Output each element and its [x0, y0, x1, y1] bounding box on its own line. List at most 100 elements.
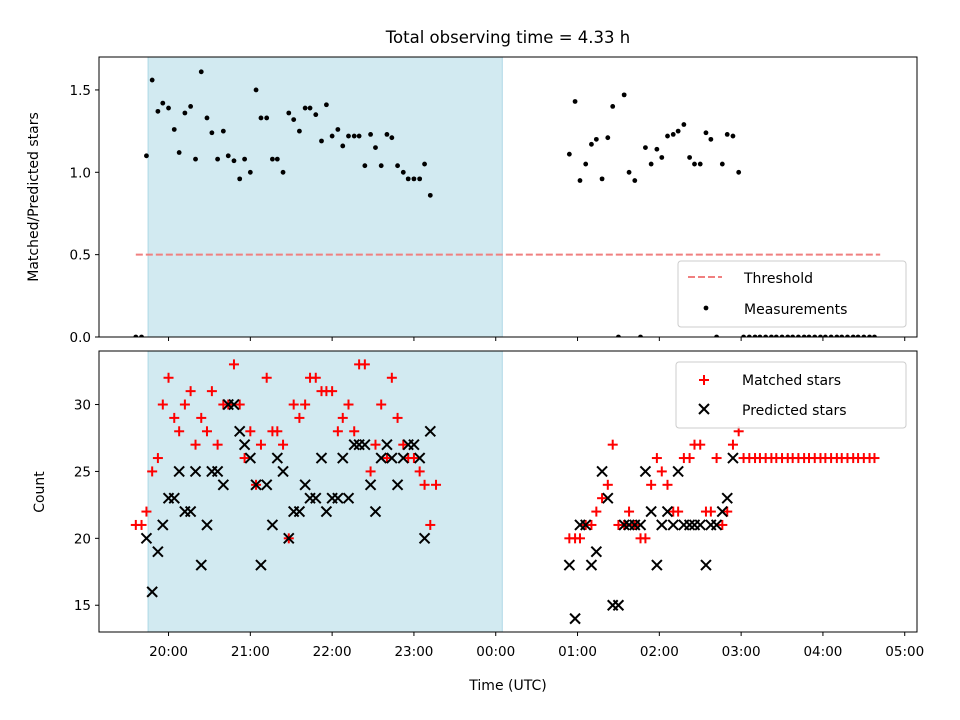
predicted-star-point — [375, 452, 387, 464]
measurement-point — [714, 334, 719, 337]
matched-star-point — [190, 439, 201, 450]
predicted-star-point — [342, 492, 355, 504]
legend-threshold-label: Threshold — [743, 271, 813, 287]
predicted-star-point — [612, 599, 625, 611]
measurement-point — [692, 161, 697, 167]
measurement-point — [422, 161, 427, 167]
predicted-star-point — [238, 438, 251, 451]
matched-star-point — [349, 426, 360, 437]
matched-star-point — [386, 372, 397, 383]
measurement-point — [768, 334, 774, 337]
predicted-star-point — [195, 559, 207, 571]
predicted-star-point — [645, 505, 657, 518]
matched-star-point — [408, 453, 419, 464]
matched-star-point — [651, 453, 662, 464]
predicted-star-point — [424, 425, 436, 437]
matched-star-point — [310, 372, 321, 383]
measurement-point — [648, 161, 654, 167]
matched-star-point — [717, 519, 728, 530]
matched-star-point — [607, 439, 618, 450]
predicted-star-point — [140, 532, 153, 545]
matched-star-point — [365, 466, 376, 477]
predicted-star-point — [672, 465, 684, 478]
predicted-star-point — [146, 586, 158, 598]
measurement-point — [139, 334, 144, 337]
matched-star-point — [288, 399, 299, 410]
measurement-point — [356, 133, 362, 139]
predicted-star-point — [250, 479, 262, 491]
predicted-star-point — [201, 519, 213, 531]
top-y-tick-label: 0.0 — [70, 330, 91, 346]
measurement-point — [253, 87, 259, 93]
measurement-point — [171, 127, 177, 132]
predicted-star-point — [569, 612, 581, 625]
x-tick-label: 05:00 — [885, 644, 924, 660]
predicted-star-point — [727, 452, 739, 464]
matched-star-point — [245, 426, 256, 437]
measurement-point — [215, 156, 221, 162]
x-tick-label: 23:00 — [394, 644, 433, 660]
measurement-point — [724, 132, 730, 137]
matched-star-point — [684, 453, 695, 464]
top-y-tick-label: 1.5 — [70, 83, 91, 99]
predicted-star-point — [283, 532, 295, 545]
measurement-point — [757, 334, 763, 337]
matched-star-point — [597, 493, 608, 504]
matched-star-point — [414, 466, 425, 477]
predicted-star-point — [651, 559, 663, 571]
x-tick-label: 01:00 — [558, 644, 597, 660]
predicted-star-point — [320, 505, 333, 518]
predicted-star-point — [211, 465, 224, 478]
measurement-point — [806, 334, 812, 337]
measurement-point — [643, 145, 648, 150]
predicted-star-point — [189, 465, 202, 478]
measurement-point — [665, 133, 670, 139]
measurement-point — [264, 115, 270, 121]
measurement-point — [313, 112, 319, 118]
measurement-point — [632, 178, 638, 183]
bottom-axes-frame — [98, 350, 918, 633]
measurement-point — [302, 105, 308, 111]
measurement-point — [577, 178, 583, 183]
measurement-point — [242, 156, 248, 162]
predicted-star-point — [634, 519, 647, 531]
predicted-star-point — [293, 505, 306, 518]
measurement-point — [670, 132, 676, 137]
predicted-star-point — [315, 452, 328, 464]
matched-star-point — [300, 399, 311, 410]
legend-measurement-swatch — [703, 305, 709, 311]
measurement-point — [220, 128, 226, 134]
predicted-star-point — [157, 519, 169, 531]
measurement-point — [697, 161, 703, 167]
matched-star-point — [574, 533, 585, 544]
matched-star-point — [152, 453, 163, 464]
measurement-point — [583, 161, 589, 167]
measurement-point — [182, 110, 188, 116]
measurement-point — [144, 153, 149, 159]
legend-predicted-label: Predicted stars — [742, 403, 847, 419]
measurement-point — [675, 128, 681, 134]
matched-star-point — [662, 479, 673, 490]
measurement-point — [845, 334, 850, 337]
measurement-point — [351, 133, 357, 139]
predicted-star-point — [228, 398, 240, 411]
matched-star-point — [646, 479, 657, 490]
chart-title: Total observing time = 4.33 h — [385, 28, 630, 47]
predicted-star-point — [260, 479, 273, 491]
predicted-star-point — [310, 492, 322, 504]
measurement-point — [291, 117, 297, 122]
predicted-star-point — [590, 546, 603, 558]
measurement-point — [329, 133, 335, 139]
measurement-point — [730, 133, 736, 139]
matched-star-point — [294, 412, 305, 423]
measurement-point — [378, 163, 384, 169]
predicted-star-point — [391, 479, 404, 491]
measurement-point — [258, 115, 264, 121]
matched-star-point — [201, 426, 212, 437]
measurement-point — [822, 334, 828, 337]
measurement-point — [785, 334, 791, 337]
measurement-point — [839, 334, 845, 337]
predicted-star-point — [418, 532, 431, 545]
x-tick-label: 21:00 — [231, 644, 270, 660]
predicted-star-point — [700, 559, 712, 571]
